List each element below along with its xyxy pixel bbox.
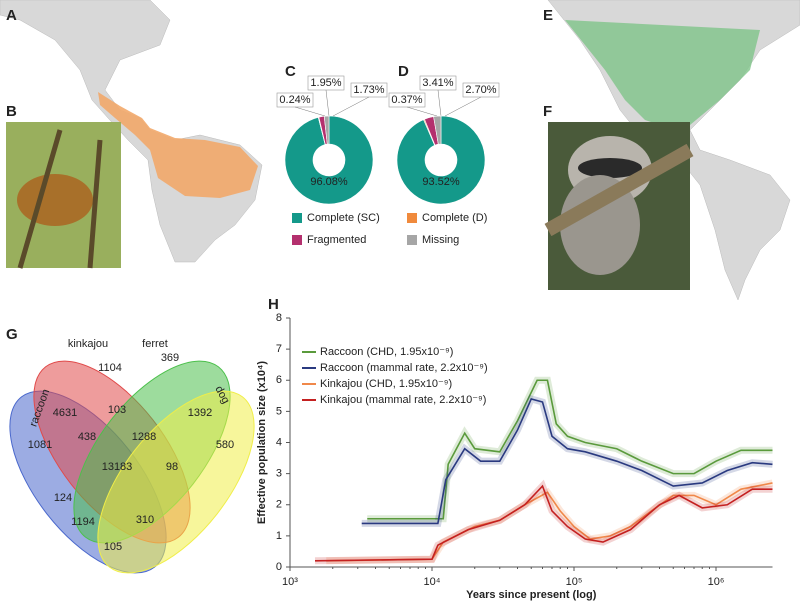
legend-label: Raccoon (mammal rate, 2.2x10⁻⁹)	[320, 362, 488, 374]
value-label: 2.70%	[465, 84, 496, 96]
venn-set	[97, 390, 255, 574]
y-tick-label: 3	[276, 468, 282, 480]
legend-swatch	[407, 213, 417, 223]
leader	[325, 89, 330, 117]
region-count: 98	[166, 461, 178, 473]
legend-swatch	[292, 235, 302, 245]
region-count: 310	[136, 514, 154, 526]
legend-swatch	[292, 213, 302, 223]
series-line	[367, 379, 773, 520]
panel-label: A	[6, 7, 17, 24]
value-label: 0.24%	[279, 94, 310, 106]
value-label: 1.73%	[353, 84, 384, 96]
y-tick-label: 1	[276, 530, 282, 542]
region-count: 1104	[98, 362, 122, 374]
panel-label: C	[285, 63, 296, 80]
y-tick-label: 0	[276, 561, 282, 573]
y-tick-label: 4	[276, 436, 282, 448]
panel-label: D	[398, 63, 409, 80]
region-count: 1288	[132, 431, 156, 443]
series-line	[314, 484, 773, 562]
region-count: 438	[78, 431, 96, 443]
panel-label: B	[6, 103, 17, 120]
y-tick-label: 6	[276, 374, 282, 386]
x-tick-label: 10⁵	[566, 576, 583, 588]
region-count: 580	[216, 439, 234, 451]
photo-raccoon	[544, 122, 694, 290]
region-count: 369	[161, 352, 179, 364]
region-count: 124	[54, 492, 72, 504]
x-axis-label: Years since present (log)	[466, 589, 597, 601]
donut-slice	[323, 115, 330, 145]
y-axis-label: Effective population size (x10⁴)	[256, 361, 268, 524]
value-label: 93.52%	[422, 176, 460, 188]
set-label: ferret	[142, 338, 168, 350]
value-label: 3.41%	[422, 77, 453, 89]
legend-label: Kinkajou (CHD, 1.95x10⁻⁹)	[320, 378, 452, 390]
donut-slice	[284, 115, 374, 205]
donut-slice	[396, 115, 486, 205]
leader	[444, 96, 482, 117]
panel-label: H	[268, 296, 279, 313]
leader	[294, 106, 326, 117]
legend-label: Missing	[422, 234, 459, 246]
panel-label: E	[543, 7, 553, 24]
panel-label: G	[6, 326, 18, 343]
legend-label: Complete (SC)	[307, 212, 380, 224]
leader	[406, 106, 438, 117]
y-tick-label: 2	[276, 499, 282, 511]
value-label: 96.08%	[310, 176, 348, 188]
donut-slice	[433, 115, 442, 145]
y-tick-label: 8	[276, 312, 282, 324]
set-label: kinkajou	[68, 338, 108, 350]
map-a	[0, 0, 263, 263]
region-count: 105	[104, 541, 122, 553]
leader	[437, 89, 442, 117]
region-count: 1392	[188, 407, 212, 419]
region-count: 1081	[28, 439, 52, 451]
legend-label: Raccoon (CHD, 1.95x10⁻⁹)	[320, 346, 453, 358]
legend-swatch	[407, 235, 417, 245]
y-tick-label: 7	[276, 343, 282, 355]
region-count: 13183	[102, 461, 133, 473]
y-tick-label: 5	[276, 405, 282, 417]
leader	[332, 96, 370, 117]
photo-kinkajou	[6, 122, 121, 269]
x-tick-label: 10⁴	[424, 576, 441, 588]
panel-label: F	[543, 103, 552, 120]
x-tick-label: 10⁶	[708, 576, 725, 588]
x-tick-label: 10³	[282, 576, 298, 588]
region-count: 4631	[53, 407, 77, 419]
legend-label: Complete (D)	[422, 212, 487, 224]
legend-label: Kinkajou (mammal rate, 2.2x10⁻⁹)	[320, 394, 486, 406]
series-line	[361, 397, 773, 525]
value-label: 0.37%	[391, 94, 422, 106]
region-count: 1194	[71, 516, 95, 528]
legend-label: Fragmented	[307, 234, 366, 246]
value-label: 1.95%	[310, 77, 341, 89]
region-count: 103	[108, 404, 126, 416]
